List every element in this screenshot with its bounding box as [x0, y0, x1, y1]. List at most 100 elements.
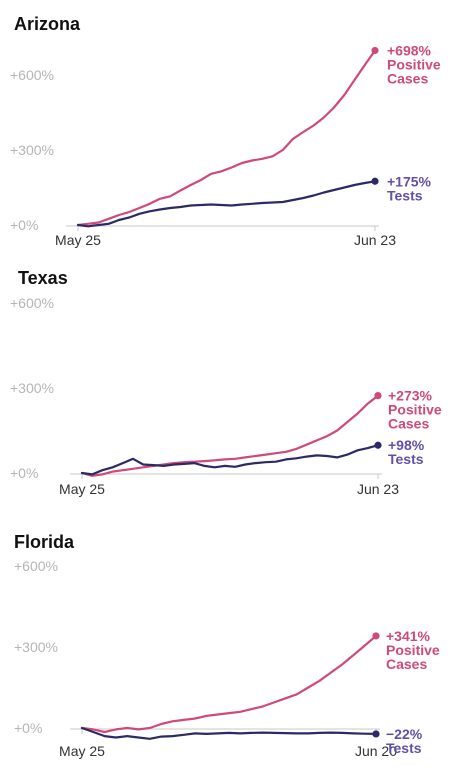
arizona-tests-point	[108, 223, 110, 225]
florida-cases-point	[296, 693, 298, 695]
arizona-tests-point	[230, 204, 232, 206]
florida-y-tick-label: +600%	[14, 558, 58, 574]
florida-cases-end-dot	[372, 632, 380, 640]
florida-tests-point	[103, 735, 105, 737]
texas-tests-end-value: +98%	[388, 437, 425, 453]
texas-tests-point	[142, 463, 144, 465]
texas-tests-point	[162, 465, 164, 467]
arizona-cases-point	[312, 124, 314, 126]
arizona-tests-point	[302, 197, 304, 199]
florida-tests-point	[296, 732, 298, 734]
arizona-cases-point	[148, 203, 150, 205]
florida-cases-point	[115, 728, 117, 730]
arizona-tests-point	[312, 194, 314, 196]
florida-tests-point	[330, 731, 332, 733]
florida-cases-point	[273, 701, 275, 703]
texas-tests-end-dot	[374, 441, 382, 449]
texas-tests-point	[173, 463, 175, 465]
florida-tests-point	[318, 732, 320, 734]
arizona-tests-point	[148, 210, 150, 212]
texas-cases-point	[356, 412, 358, 414]
arizona-tests-point	[271, 201, 273, 203]
arizona-cases-point	[118, 214, 120, 216]
arizona-tests-point	[118, 219, 120, 221]
arizona-tests-point	[87, 225, 89, 227]
florida-tests-point	[273, 732, 275, 734]
texas-cases-point	[265, 453, 267, 455]
florida-chart-title: Florida	[14, 532, 75, 552]
arizona-cases-point	[138, 207, 140, 209]
arizona-cases-point	[230, 166, 232, 168]
arizona-tests-point	[241, 203, 243, 205]
arizona-cases-point	[169, 195, 171, 197]
texas-cases-point	[213, 459, 215, 461]
texas-tests-point	[254, 462, 256, 464]
florida-cases-point	[183, 719, 185, 721]
texas-tests-point	[265, 461, 267, 463]
arizona-cases-point	[323, 116, 325, 118]
arizona-cases-point	[271, 155, 273, 157]
arizona-cases-point	[251, 159, 253, 161]
texas-cases-line	[80, 394, 380, 477]
arizona-tests-point	[251, 203, 253, 205]
arizona-tests-point	[159, 208, 161, 210]
arizona-tests-point	[200, 204, 202, 206]
texas-tests-point	[203, 465, 205, 467]
arizona-tests-point	[292, 199, 294, 201]
texas-cases-point	[203, 460, 205, 462]
florida-x-tick-label: May 25	[59, 743, 105, 759]
florida-cases-point	[103, 731, 105, 733]
florida-x-tick-label: Jun 20	[355, 743, 397, 759]
arizona-cases-end-value: +698%	[387, 43, 432, 59]
texas-x-tick-label: May 25	[59, 481, 105, 497]
arizona-x-tick-label: May 25	[55, 232, 101, 248]
florida-cases-point	[284, 697, 286, 699]
arizona-cases-point	[302, 131, 304, 133]
arizona-cases-point	[200, 179, 202, 181]
texas-tests-point	[336, 456, 338, 458]
arizona-tests-point	[353, 184, 355, 186]
arizona-cases-end-label: Cases	[387, 71, 428, 87]
arizona-tests-point	[189, 204, 191, 206]
florida-tests-point	[137, 736, 139, 738]
arizona-cases-point	[97, 221, 99, 223]
florida-cases-point	[352, 654, 354, 656]
arizona-cases-point	[261, 158, 263, 160]
arizona-y-tick-label: +300%	[10, 142, 54, 158]
texas-y-tick-label: +0%	[10, 465, 38, 481]
texas-tests-point	[285, 458, 287, 460]
arizona-tests-point	[77, 224, 79, 226]
texas-cases-point	[346, 421, 348, 423]
texas-x-tick-label: Jun 23	[357, 481, 399, 497]
texas-cases-point	[305, 443, 307, 445]
texas-cases-point	[367, 402, 369, 404]
arizona-cases-point	[343, 94, 345, 96]
florida-tests-point	[216, 732, 218, 734]
arizona-tests-point	[169, 207, 171, 209]
florida-tests-point	[250, 732, 252, 734]
florida-tests-point	[307, 732, 309, 734]
arizona-cases-point	[353, 79, 355, 81]
texas-cases-point	[132, 468, 134, 470]
texas-tests-point	[183, 463, 185, 465]
florida-tests-point	[115, 736, 117, 738]
texas-tests-point	[101, 469, 103, 471]
florida-cases-point	[194, 717, 196, 719]
arizona-cases-point	[87, 223, 89, 225]
florida-cases-point	[137, 728, 139, 730]
arizona-cases-point	[364, 64, 366, 66]
texas-cases-end-label: Positive	[388, 402, 442, 418]
arizona-tests-point	[282, 201, 284, 203]
texas-cases-end-dot	[374, 392, 382, 400]
florida-tests-end-value: −22%	[386, 726, 423, 742]
texas-cases-point	[285, 451, 287, 453]
arizona-tests-point	[220, 204, 222, 206]
arizona-tests-point	[333, 189, 335, 191]
arizona-cases-point	[220, 170, 222, 172]
texas-cases-point	[275, 452, 277, 454]
florida-cases-point	[92, 728, 94, 730]
florida-cases-point	[160, 723, 162, 725]
arizona-tests-end-value: +175%	[387, 173, 432, 189]
texas-tests-point	[91, 473, 93, 475]
texas-cases-point	[254, 455, 256, 457]
